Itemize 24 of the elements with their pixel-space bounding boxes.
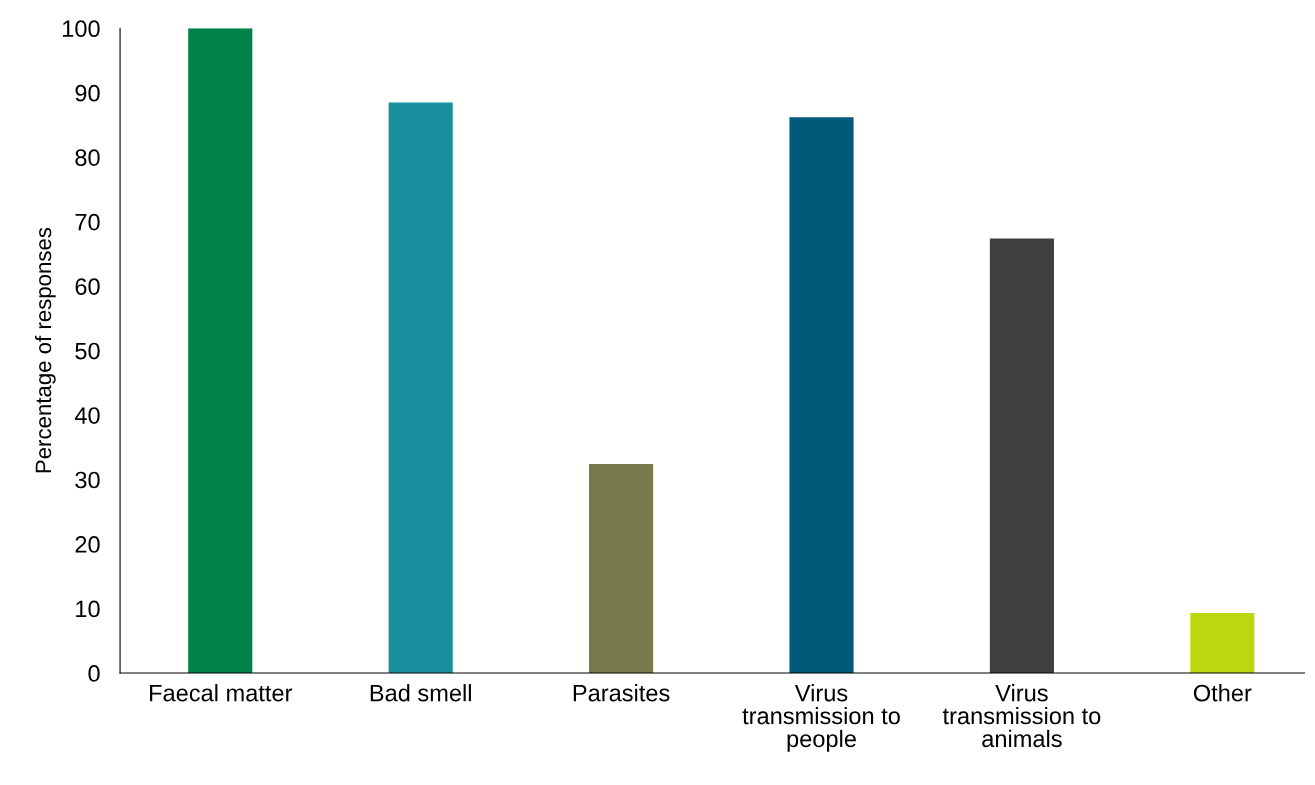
x-tick-label: Bad smell bbox=[370, 684, 471, 702]
y-tick-label: 90 bbox=[75, 84, 100, 102]
x-tick-label: Virus transmission to animals bbox=[942, 684, 1101, 748]
bar bbox=[188, 28, 253, 673]
bar bbox=[589, 464, 654, 673]
x-tick-label: Faecal matter bbox=[150, 684, 293, 702]
y-tick-label: 70 bbox=[75, 213, 100, 231]
y-tick-label: 20 bbox=[75, 536, 100, 553]
bar bbox=[989, 238, 1054, 673]
y-tick-label: 40 bbox=[74, 407, 100, 424]
y-tick-label: 80 bbox=[75, 149, 100, 166]
y-tick-label: 100 bbox=[63, 20, 100, 38]
y-tick-label: 50 bbox=[75, 342, 100, 360]
x-tick-label: Other bbox=[1193, 684, 1252, 702]
y-tick-label: 30 bbox=[75, 471, 100, 489]
y-tick-label: 60 bbox=[75, 278, 100, 295]
bar bbox=[388, 102, 453, 673]
y-tick-label: 10 bbox=[76, 600, 100, 618]
y-tick-label: 0 bbox=[88, 665, 100, 682]
x-tick-label: Parasites bbox=[573, 684, 670, 702]
x-tick-label: Virus transmission to people bbox=[742, 684, 900, 752]
bar bbox=[789, 117, 854, 673]
bar bbox=[1190, 613, 1255, 673]
y-axis-title: Percentage of responses bbox=[34, 227, 56, 473]
